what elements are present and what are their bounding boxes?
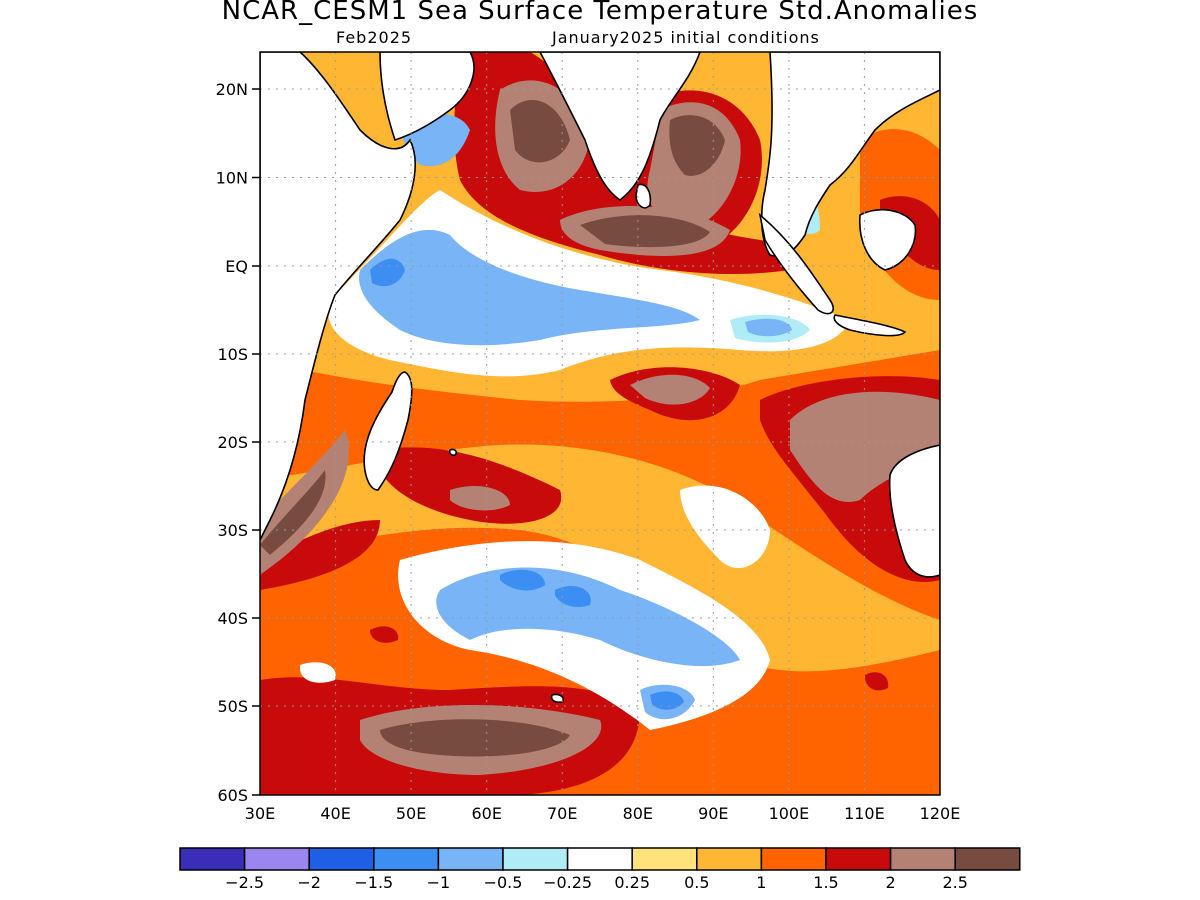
colorbar bbox=[179, 847, 1021, 871]
colorbar-label: 1.5 bbox=[813, 873, 838, 892]
colorbar-label: 1 bbox=[756, 873, 766, 892]
lon-label-30e: 30E bbox=[245, 804, 275, 823]
land-masses bbox=[260, 52, 940, 703]
colorbar-label: −2 bbox=[297, 873, 321, 892]
anomaly-field bbox=[260, 52, 940, 795]
colorbar-label: −2.5 bbox=[225, 873, 264, 892]
map-title: NCAR_CESM1 Sea Surface Temperature Std.A… bbox=[221, 0, 979, 26]
colorbar-cell bbox=[760, 847, 827, 871]
lat-label-60s: 60S bbox=[217, 786, 248, 805]
latitude-axis: 20N 10N EQ 10S 20S 30S 40S 50S 60S bbox=[216, 80, 260, 805]
colorbar-cell bbox=[566, 847, 633, 871]
lon-label-60e: 60E bbox=[471, 804, 501, 823]
colorbar-label: 2 bbox=[886, 873, 896, 892]
colorbar-cell bbox=[954, 847, 1021, 871]
map-frame bbox=[259, 51, 941, 796]
colorbar-cell bbox=[502, 847, 569, 871]
lat-label-10n: 10N bbox=[216, 169, 248, 188]
gridlines bbox=[260, 52, 940, 795]
longitude-axis: 30E 40E 50E 60E 70E 80E 90E 100E 110E 12… bbox=[245, 804, 961, 823]
lat-label-30s: 30S bbox=[217, 521, 248, 540]
initial-conditions: January2025 initial conditions bbox=[552, 28, 820, 47]
colorbar-cell bbox=[243, 847, 310, 871]
colorbar-labels: −2.5 −2 −1.5 −1 −0.5 −0.25 0.25 0.5 1 1.5 2 2.5 bbox=[225, 873, 968, 892]
lon-label-70e: 70E bbox=[547, 804, 577, 823]
lon-label-120e: 120E bbox=[920, 804, 961, 823]
lat-label-10s: 10S bbox=[217, 345, 248, 364]
lat-label-50s: 50S bbox=[217, 697, 248, 716]
colorbar-label: −0.5 bbox=[484, 873, 523, 892]
forecast-month: Feb2025 bbox=[336, 28, 413, 47]
colorbar-label: 2.5 bbox=[942, 873, 967, 892]
lon-label-80e: 80E bbox=[623, 804, 653, 823]
colorbar-label: −1.5 bbox=[354, 873, 393, 892]
colorbar-cell bbox=[825, 847, 892, 871]
colorbar-label: −1 bbox=[427, 873, 451, 892]
lon-label-50e: 50E bbox=[396, 804, 426, 823]
lat-label-40s: 40S bbox=[217, 609, 248, 628]
lon-label-90e: 90E bbox=[698, 804, 728, 823]
colorbar-cell bbox=[437, 847, 504, 871]
lat-label-20n: 20N bbox=[216, 80, 248, 99]
lon-label-40e: 40E bbox=[320, 804, 350, 823]
colorbar-label: −0.25 bbox=[543, 873, 592, 892]
colorbar-cell bbox=[631, 847, 698, 871]
colorbar-cell bbox=[696, 847, 763, 871]
colorbar-label: 0.25 bbox=[614, 873, 650, 892]
colorbar-cell bbox=[308, 847, 375, 871]
colorbar-cell bbox=[889, 847, 956, 871]
colorbar-cell bbox=[373, 847, 440, 871]
lat-label-20s: 20S bbox=[217, 433, 248, 452]
lat-label-eq: EQ bbox=[225, 257, 248, 276]
lon-label-100e: 100E bbox=[769, 804, 810, 823]
lon-label-110e: 110E bbox=[844, 804, 885, 823]
colorbar-cell bbox=[179, 847, 246, 871]
colorbar-label: 0.5 bbox=[684, 873, 709, 892]
